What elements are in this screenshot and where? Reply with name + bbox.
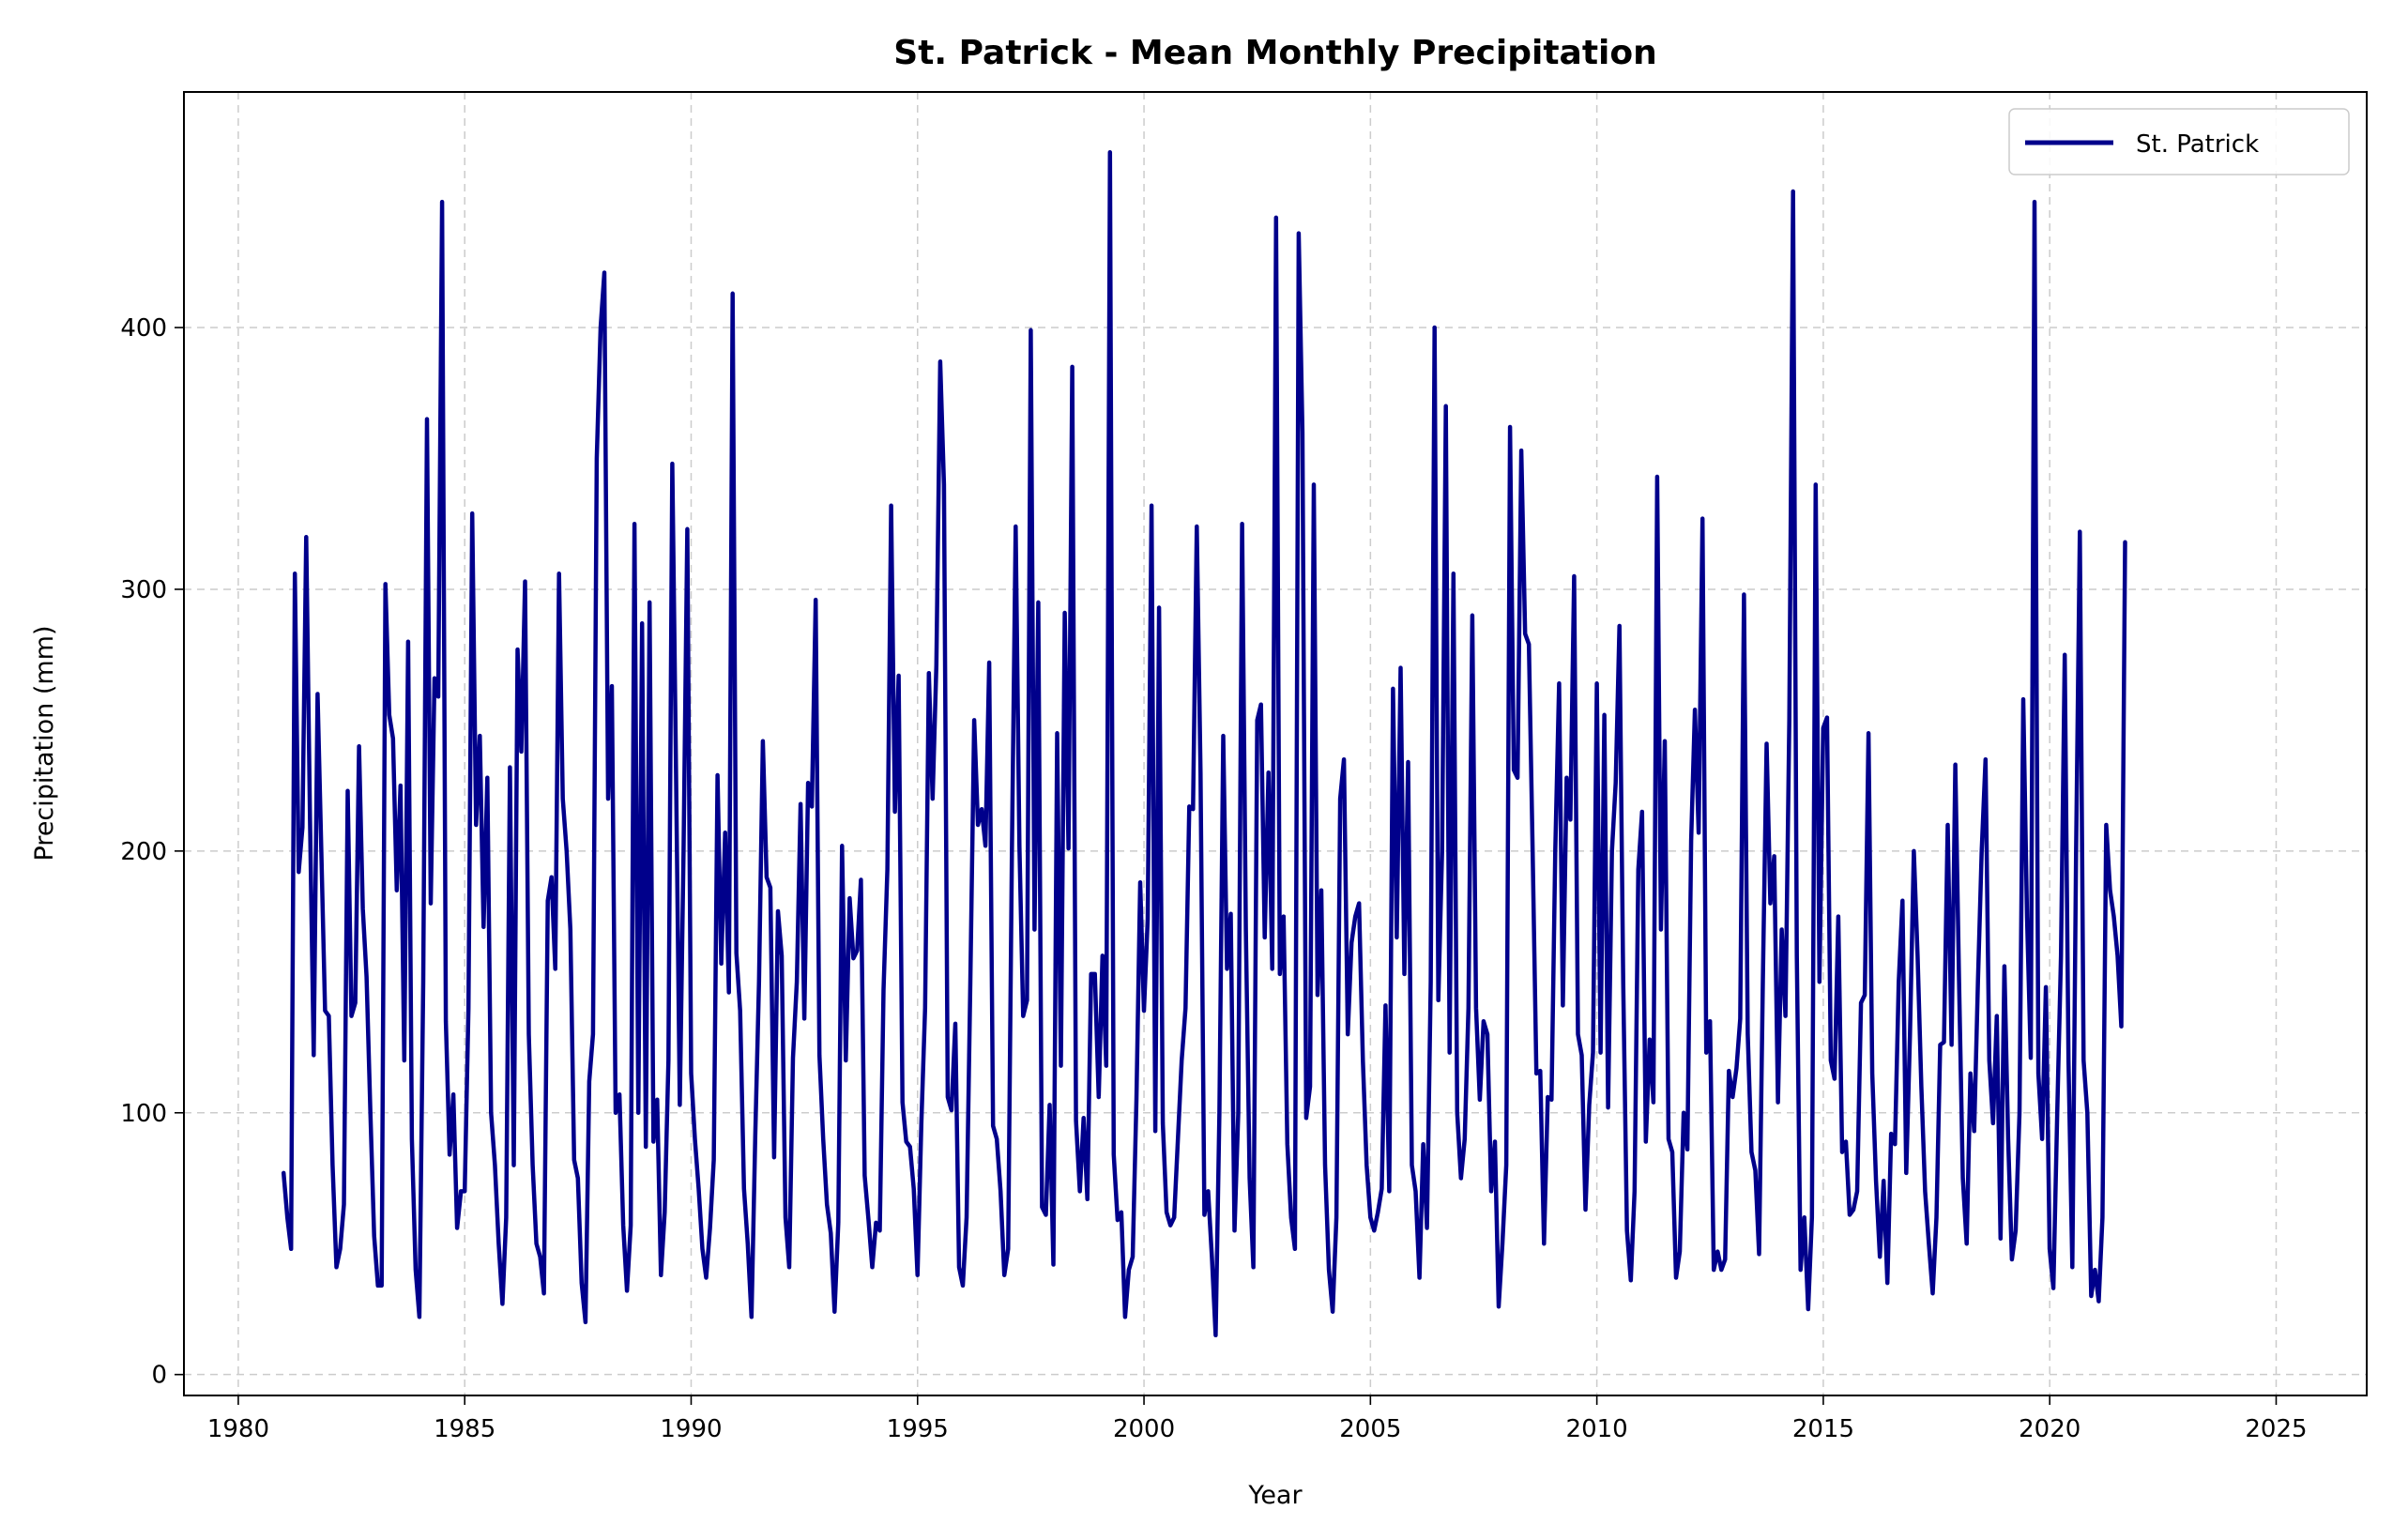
series-layer [281, 149, 2127, 1338]
series-line [281, 149, 2127, 1338]
x-tick-label: 1990 [660, 1415, 722, 1443]
legend-box [2008, 108, 2350, 175]
y-tick-label: 400 [120, 314, 167, 343]
x-tick-label: 1995 [887, 1415, 949, 1443]
x-axis-label: Year [1247, 1481, 1303, 1510]
x-tick-label: 2020 [2019, 1415, 2081, 1443]
x-tick-label: 2025 [2245, 1415, 2307, 1443]
x-tick-label: 1985 [434, 1415, 495, 1443]
x-tick-label: 2015 [1792, 1415, 1854, 1443]
y-axis-label: Precipitation (mm) [30, 625, 59, 861]
x-tick-label: 1980 [207, 1415, 269, 1443]
x-tick-label: 2005 [1339, 1415, 1401, 1443]
legend: St. Patrick [2008, 108, 2350, 175]
x-tick-label: 2000 [1113, 1415, 1175, 1443]
y-tick-label: 300 [120, 576, 167, 604]
x-tick-label: 2010 [1566, 1415, 1628, 1443]
plot-frame [183, 91, 2368, 1396]
legend-entry: St. Patrick [2136, 130, 2259, 159]
y-axis-ticks: 0 100 200 300 400 [120, 314, 184, 1390]
y-tick-label: 200 [120, 838, 167, 866]
chart-title: St. Patrick - Mean Monthly Precipitation [893, 34, 1656, 72]
x-axis-ticks: 1980 1985 1990 1995 2000 2005 2010 2015 2020 2025 [207, 1395, 2308, 1443]
y-tick-label: 0 [151, 1362, 167, 1390]
y-tick-label: 100 [120, 1100, 167, 1128]
